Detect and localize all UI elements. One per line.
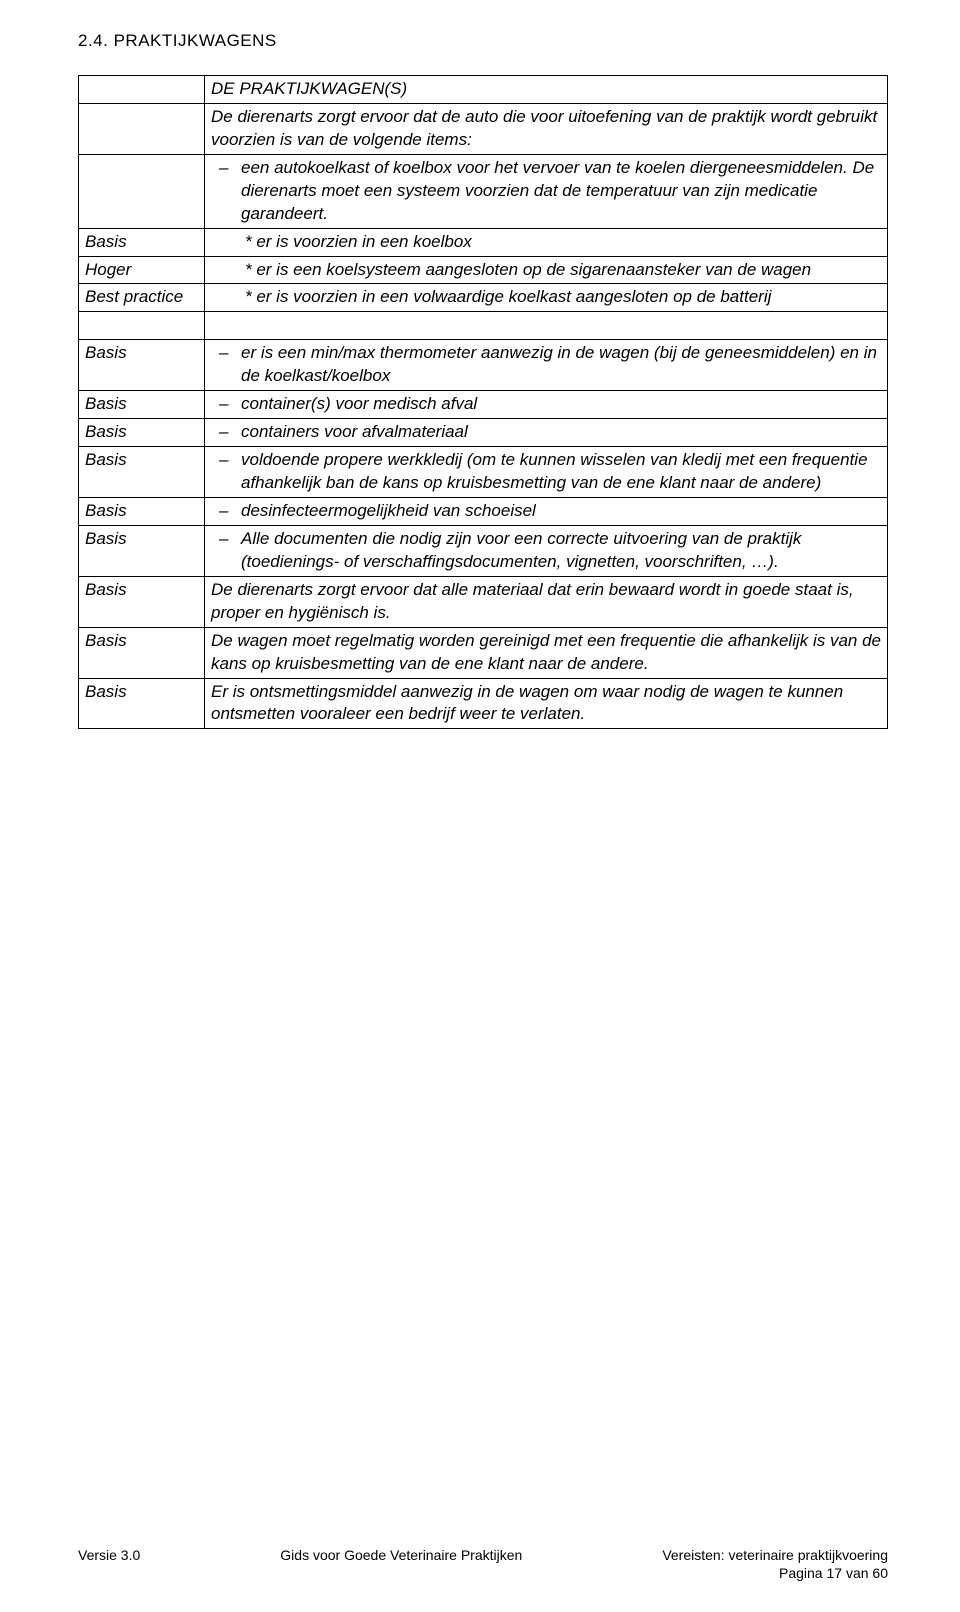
table-row: BasisEr is ontsmettingsmiddel aanwezig i… — [79, 678, 888, 729]
row-content — [205, 312, 888, 340]
table-row: BasisDe dierenarts zorgt ervoor dat alle… — [79, 576, 888, 627]
footer-right-line1: Vereisten: veterinaire praktijkvoering — [662, 1546, 888, 1564]
row-label: Basis — [79, 228, 205, 256]
row-label: Basis — [79, 419, 205, 447]
dash-bullet — [211, 421, 241, 444]
row-content: Alle documenten die nodig zijn voor een … — [205, 525, 888, 576]
row-text: containers voor afvalmateriaal — [241, 421, 881, 444]
row-text: Alle documenten die nodig zijn voor een … — [241, 528, 881, 574]
footer-right-line2: Pagina 17 van 60 — [662, 1564, 888, 1582]
dash-bullet — [211, 342, 241, 388]
row-label: Basis — [79, 391, 205, 419]
row-label: Basis — [79, 678, 205, 729]
table-row: Basis containers voor afvalmateriaal — [79, 419, 888, 447]
row-text: * er is voorzien in een koelbox — [211, 231, 881, 254]
row-label — [79, 103, 205, 154]
table-row: DE PRAKTIJKWAGEN(S) — [79, 75, 888, 103]
dash-bullet — [211, 157, 241, 226]
table-row: Basis Alle documenten die nodig zijn voor… — [79, 525, 888, 576]
row-text: desinfecteermogelijkheid van schoeisel — [241, 500, 881, 523]
table-row: Basis desinfecteermogelijkheid van schoei… — [79, 497, 888, 525]
table-row: een autokoelkast of koelbox voor het ver… — [79, 154, 888, 228]
row-label — [79, 312, 205, 340]
row-content: voldoende propere werkkledij (om te kunn… — [205, 447, 888, 498]
footer-left: Versie 3.0 — [78, 1546, 140, 1582]
row-content: De dierenarts zorgt ervoor dat alle mate… — [205, 576, 888, 627]
page-footer: Versie 3.0 Gids voor Goede Veterinaire P… — [78, 1546, 888, 1582]
section-heading: 2.4. PRAKTIJKWAGENS — [78, 30, 888, 53]
row-content: * er is een koelsysteem aangesloten op d… — [205, 256, 888, 284]
table-row — [79, 312, 888, 340]
table-row: Basis container(s) voor medisch afval — [79, 391, 888, 419]
row-content: Er is ontsmettingsmiddel aanwezig in de … — [205, 678, 888, 729]
table-row: BasisDe wagen moet regelmatig worden ger… — [79, 627, 888, 678]
row-content: container(s) voor medisch afval — [205, 391, 888, 419]
row-label: Best practice — [79, 284, 205, 312]
requirements-table: DE PRAKTIJKWAGEN(S)De dierenarts zorgt e… — [78, 75, 888, 729]
table-row: Basis er is een min/max thermometer aanwe… — [79, 340, 888, 391]
dash-bullet — [211, 528, 241, 574]
row-text: een autokoelkast of koelbox voor het ver… — [241, 157, 881, 226]
table-row: Best practice * er is voorzien in een vol… — [79, 284, 888, 312]
table-row: De dierenarts zorgt ervoor dat de auto d… — [79, 103, 888, 154]
row-label: Basis — [79, 447, 205, 498]
row-label: Basis — [79, 627, 205, 678]
row-label: Basis — [79, 525, 205, 576]
row-label: Hoger — [79, 256, 205, 284]
row-label — [79, 75, 205, 103]
table-row: Basis * er is voorzien in een koelbox — [79, 228, 888, 256]
dash-bullet — [211, 393, 241, 416]
row-content: De wagen moet regelmatig worden gereinig… — [205, 627, 888, 678]
row-content: een autokoelkast of koelbox voor het ver… — [205, 154, 888, 228]
footer-right: Vereisten: veterinaire praktijkvoering P… — [662, 1546, 888, 1582]
row-text: * er is voorzien in een volwaardige koel… — [211, 286, 881, 309]
dash-bullet — [211, 500, 241, 523]
row-text: container(s) voor medisch afval — [241, 393, 881, 416]
row-label: Basis — [79, 340, 205, 391]
row-content: * er is voorzien in een koelbox — [205, 228, 888, 256]
row-content: De dierenarts zorgt ervoor dat de auto d… — [205, 103, 888, 154]
row-text: er is een min/max thermometer aanwezig i… — [241, 342, 881, 388]
dash-bullet — [211, 449, 241, 495]
row-content: DE PRAKTIJKWAGEN(S) — [205, 75, 888, 103]
row-text: * er is een koelsysteem aangesloten op d… — [211, 259, 881, 282]
row-content: er is een min/max thermometer aanwezig i… — [205, 340, 888, 391]
table-row: Hoger * er is een koelsysteem aangesloten… — [79, 256, 888, 284]
row-label — [79, 154, 205, 228]
row-content: desinfecteermogelijkheid van schoeisel — [205, 497, 888, 525]
footer-center: Gids voor Goede Veterinaire Praktijken — [280, 1546, 522, 1582]
row-label: Basis — [79, 576, 205, 627]
table-row: Basis voldoende propere werkkledij (om te… — [79, 447, 888, 498]
row-content: containers voor afvalmateriaal — [205, 419, 888, 447]
row-content: * er is voorzien in een volwaardige koel… — [205, 284, 888, 312]
row-text: voldoende propere werkkledij (om te kunn… — [241, 449, 881, 495]
row-label: Basis — [79, 497, 205, 525]
